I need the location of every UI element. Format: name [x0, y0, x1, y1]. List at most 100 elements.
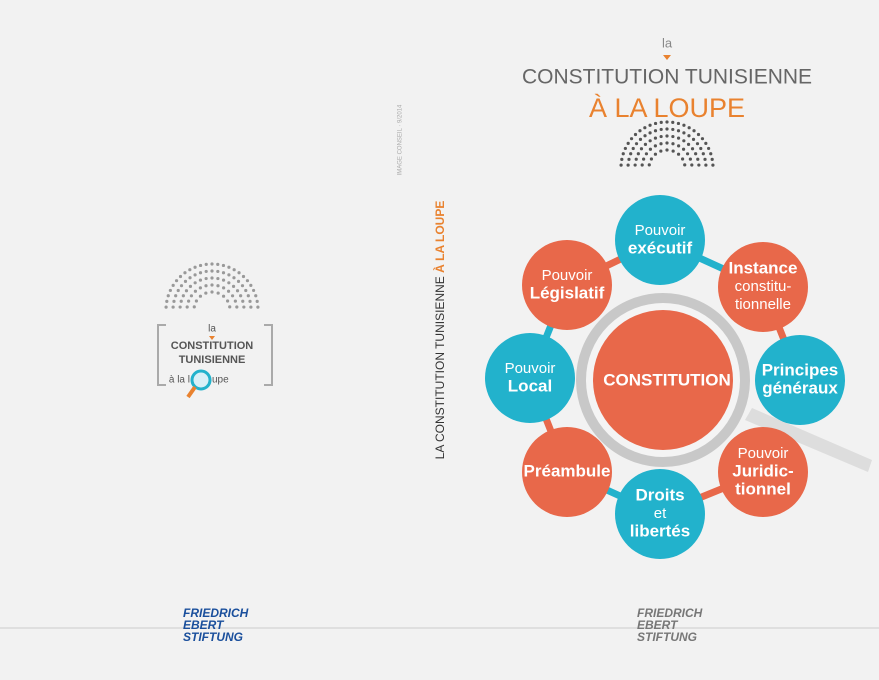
seat-dot: [165, 299, 169, 303]
seat-dot: [216, 276, 220, 281]
seat-dot: [621, 152, 625, 156]
seat-dot: [193, 273, 197, 277]
seat-dot: [176, 288, 180, 293]
seat-dot: [187, 299, 191, 303]
seat-dot: [653, 136, 658, 140]
seat-dot: [671, 120, 675, 124]
seat-dot: [174, 294, 178, 298]
seat-dot: [198, 286, 202, 290]
parliament-icon: [619, 120, 715, 167]
seat-dot: [633, 163, 637, 167]
node-label: exécutif: [628, 238, 693, 257]
seat-dot: [172, 299, 176, 303]
seat-dot: [653, 152, 658, 156]
publisher-name: EBERT: [637, 618, 679, 632]
spine-subtitle: À LA LOUPE: [432, 201, 447, 273]
seat-dot: [231, 284, 236, 288]
seat-dot: [659, 127, 663, 132]
node-label: et: [654, 505, 667, 522]
magnifier-icon: [190, 369, 212, 391]
seat-dot: [210, 269, 214, 273]
seat-dot: [659, 142, 663, 146]
seat-dot: [198, 278, 203, 282]
node-label: Pouvoir: [738, 445, 789, 462]
seat-dot: [221, 278, 226, 282]
seat-dot: [683, 163, 687, 167]
node: [522, 427, 612, 517]
subtitle: À LA LOUPE: [589, 93, 745, 123]
seat-dot: [236, 279, 241, 284]
node: [615, 195, 705, 285]
seat-dot: [184, 289, 189, 293]
logo-tagline: à la l: [169, 375, 190, 386]
seat-dot: [671, 149, 675, 153]
seat-dot: [704, 141, 708, 145]
seat-dot: [193, 281, 197, 285]
seat-dot: [204, 276, 208, 281]
seat-dot: [638, 137, 643, 142]
seat-dot: [235, 305, 239, 309]
seat-dot: [626, 163, 630, 167]
node-label: Pouvoir: [635, 222, 686, 239]
center-label: CONSTITUTION: [603, 370, 731, 389]
seat-dot: [620, 157, 624, 161]
seat-dot: [185, 305, 189, 309]
node-label: constitu-: [735, 278, 792, 295]
seat-dot: [701, 152, 705, 156]
seat-dot: [244, 288, 248, 293]
seat-dot: [249, 305, 253, 309]
node-label: tionnel: [735, 479, 791, 498]
seat-dot: [227, 265, 231, 269]
seat-dot: [171, 305, 175, 309]
seat-dot: [198, 271, 203, 275]
node-label: Législatif: [530, 283, 605, 302]
seat-dot: [242, 305, 246, 309]
node-label: Instance: [729, 258, 798, 277]
seat-dot: [193, 265, 197, 269]
publisher-name: STIFTUNG: [183, 630, 243, 644]
seat-dot: [676, 129, 681, 133]
node-label: tionnelle: [735, 296, 791, 313]
logo-article: la: [208, 324, 216, 335]
seat-dot: [179, 299, 183, 303]
seat-dot: [665, 120, 669, 124]
seat-dot: [676, 136, 681, 140]
seat-dot: [232, 268, 236, 272]
seat-dot: [643, 134, 647, 138]
seat-dot: [188, 268, 192, 272]
seat-dot: [653, 144, 657, 148]
seat-dot: [665, 127, 669, 131]
seat-dot: [210, 283, 214, 287]
seat-dot: [639, 147, 644, 151]
seat-dot: [653, 129, 658, 133]
seat-dot: [676, 152, 681, 156]
center-node: [593, 310, 733, 450]
seat-dot: [235, 289, 240, 293]
seat-dot: [686, 142, 691, 146]
seat-dot: [240, 284, 245, 288]
seat-dot: [665, 141, 669, 145]
seat-dot: [643, 126, 647, 130]
seat-dot: [642, 157, 646, 161]
seat-dot: [198, 294, 203, 298]
seat-dot: [671, 134, 675, 139]
seat-dot: [648, 139, 652, 143]
seat-dot: [707, 146, 711, 151]
node-label: Pouvoir: [505, 360, 556, 377]
seat-dot: [623, 146, 627, 151]
seat-dot: [188, 284, 193, 288]
publisher-name: STIFTUNG: [637, 630, 697, 644]
seat-dot: [174, 279, 179, 283]
seat-dot: [192, 305, 196, 309]
seat-dot: [643, 142, 648, 146]
seat-dot: [221, 294, 226, 298]
seat-dot: [248, 299, 252, 303]
seat-dot: [246, 294, 250, 298]
node-label: Préambule: [524, 461, 611, 480]
seat-dot: [626, 141, 630, 145]
seat-dot: [183, 271, 187, 275]
node: [522, 240, 612, 330]
seat-dot: [634, 157, 638, 161]
seat-dot: [204, 284, 208, 288]
